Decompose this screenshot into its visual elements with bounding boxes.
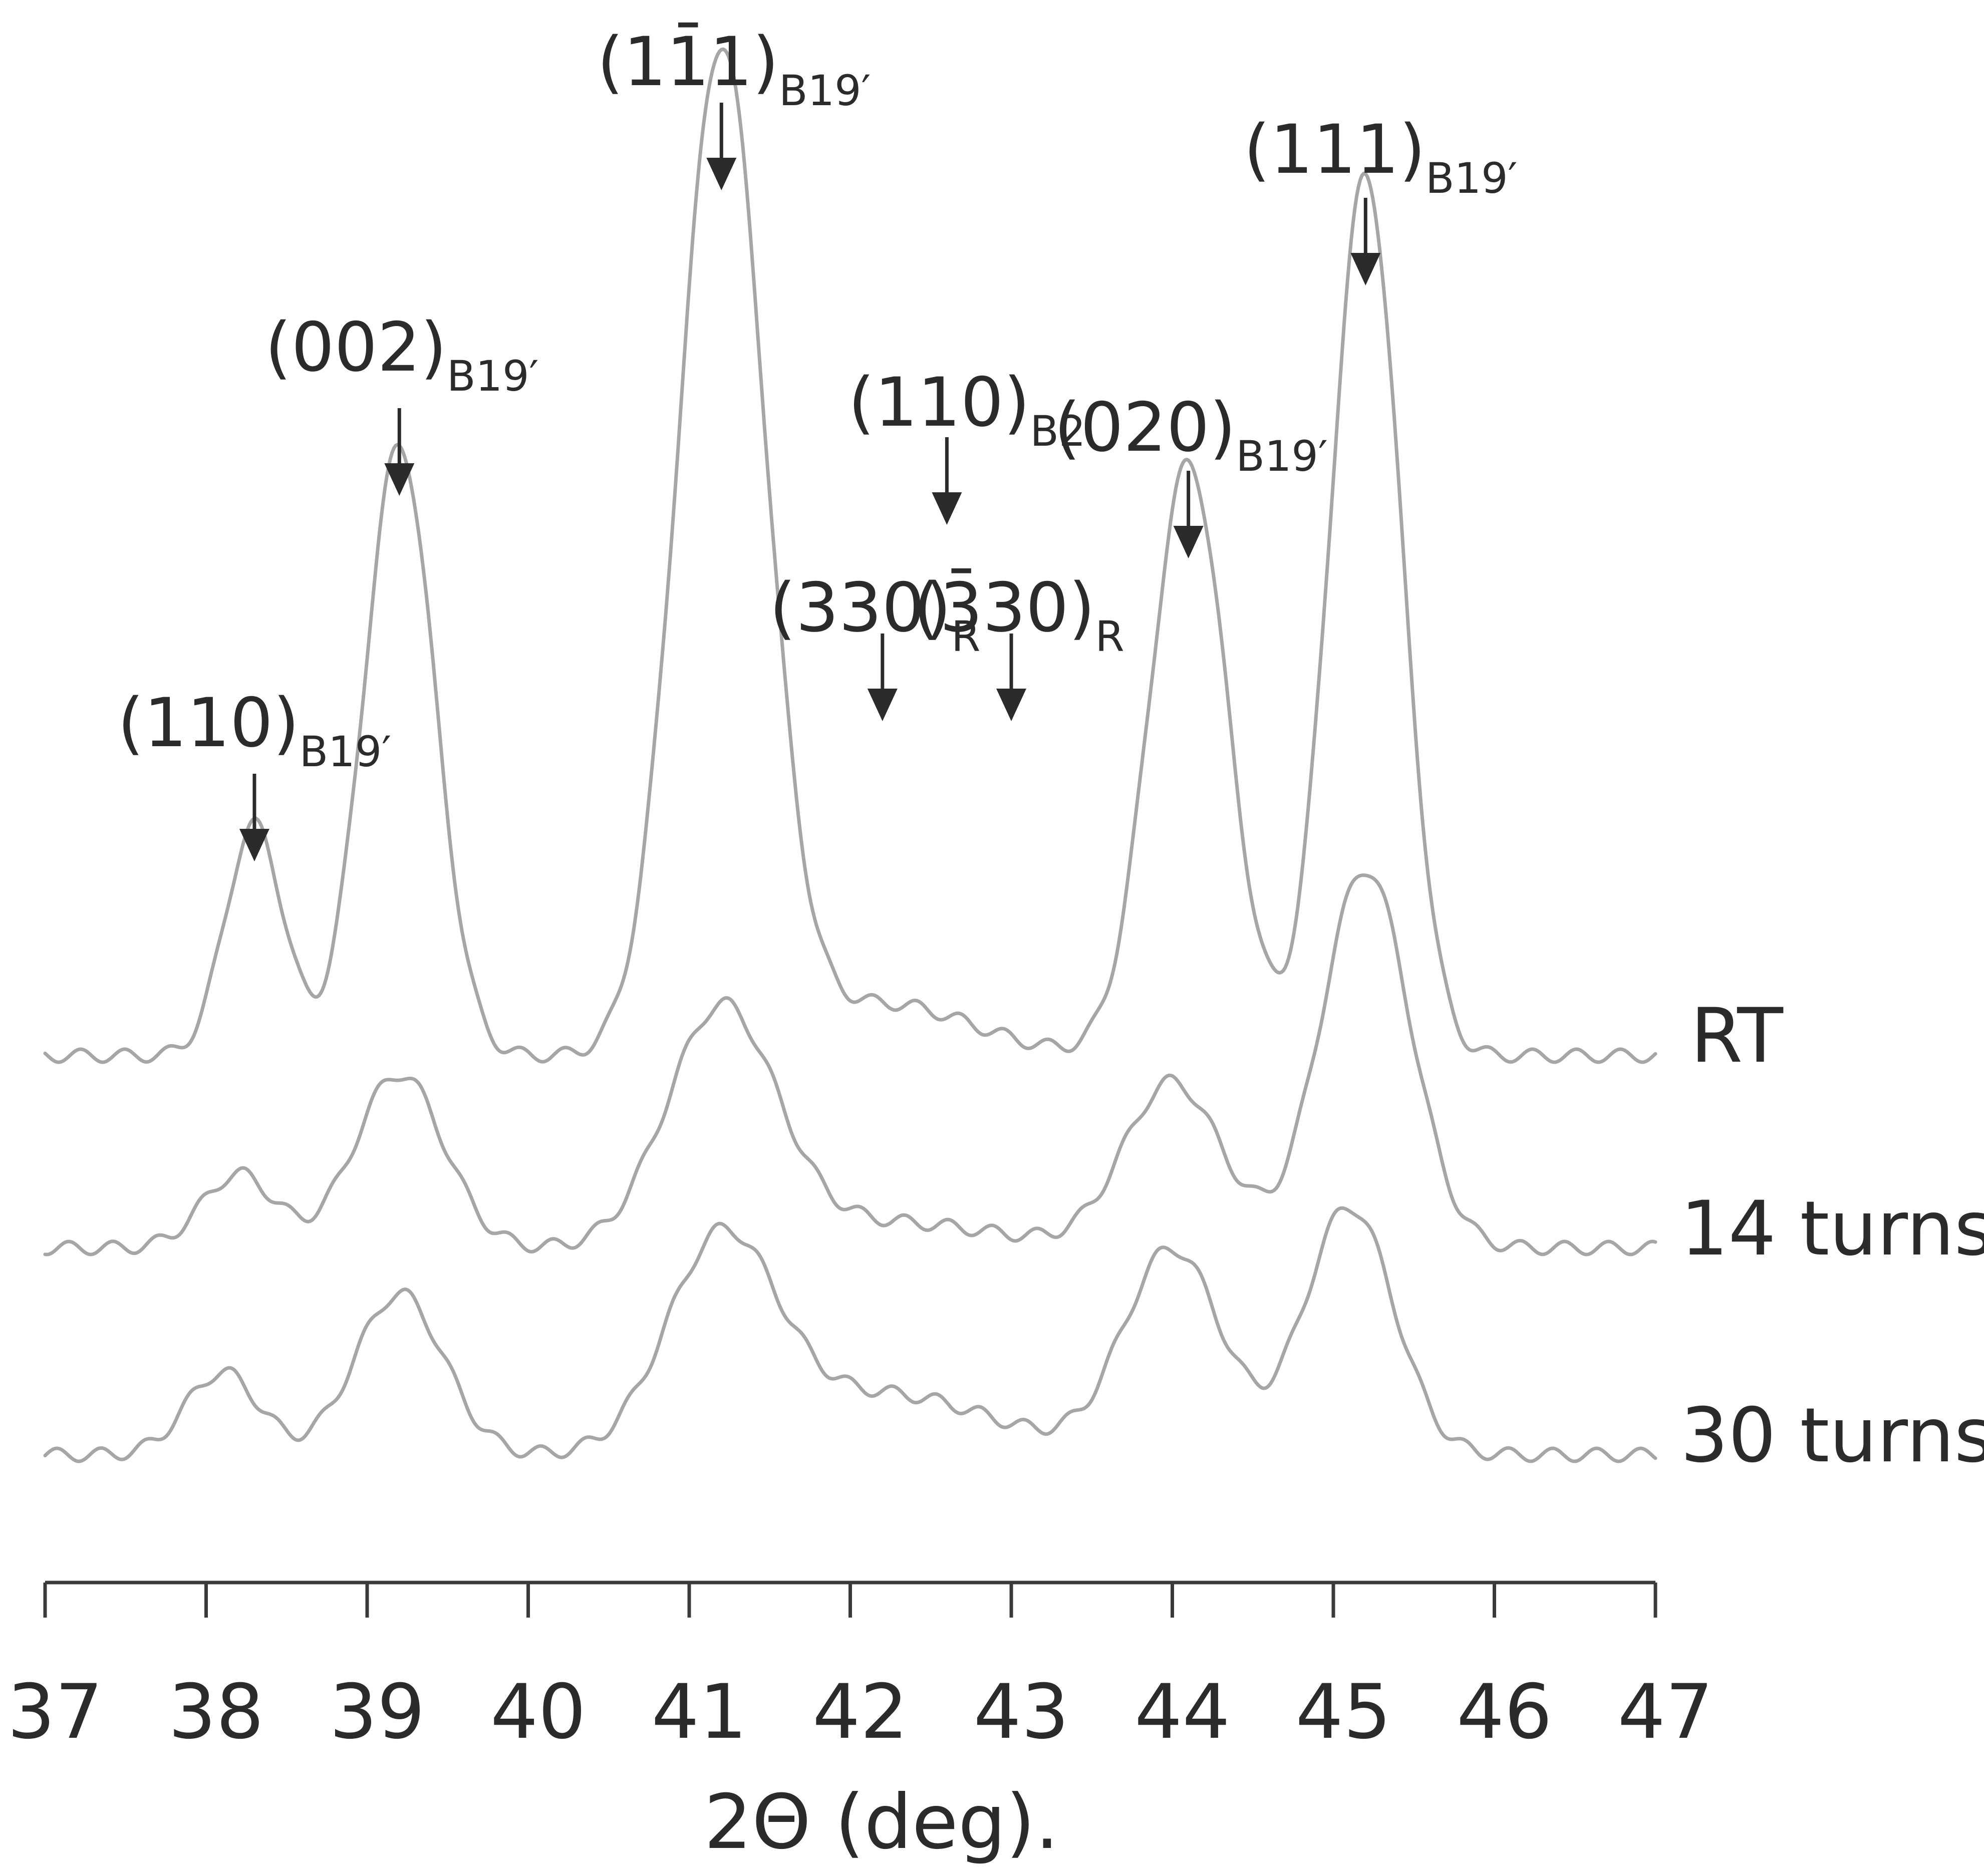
peak-label: (330)R — [769, 568, 980, 661]
peak-arrow-head — [1173, 526, 1204, 558]
peak-label: (3̄30)R — [913, 568, 1124, 661]
x-tick-label: 45 — [1296, 1669, 1391, 1756]
peak-annotations: (110)B19′ (002)B19′ (11̄1)B19′ (110)B2 (330)… — [118, 22, 1518, 861]
series-label: RT — [1690, 993, 1784, 1080]
x-tick-label: 39 — [330, 1669, 425, 1756]
peak-label: (020)B19′ — [1054, 388, 1328, 481]
series-line — [43, 47, 1657, 1064]
curves-group — [43, 47, 1657, 1463]
peak-arrow-head — [384, 463, 415, 496]
x-tick-label: 47 — [1618, 1669, 1714, 1756]
series-line — [43, 873, 1657, 1257]
peak-arrow-head — [996, 689, 1026, 721]
series-label: 30 turns — [1680, 1392, 1984, 1479]
peak-arrow-head — [706, 158, 737, 190]
x-tick-label: 40 — [490, 1669, 586, 1756]
peak-label: (111)B19′ — [1244, 110, 1518, 203]
peak-arrow-head — [867, 689, 898, 721]
x-tick-label: 42 — [812, 1669, 908, 1756]
x-tick-label: 38 — [168, 1669, 264, 1756]
series-label: 14 turns — [1680, 1185, 1984, 1273]
x-tick-label: 37 — [8, 1669, 103, 1756]
x-axis-label: 2Θ (deg). — [704, 1779, 1059, 1866]
series-labels: RT 14 turns 30 turns — [1680, 993, 1984, 1479]
peak-label: (11̄1)B19′ — [597, 22, 871, 115]
peak-arrow-head — [932, 492, 962, 525]
peak-label: (110)B19′ — [118, 684, 392, 776]
peak-arrow-head — [239, 829, 269, 861]
peak-label: (002)B19′ — [265, 308, 539, 401]
x-tick-label: 44 — [1135, 1669, 1230, 1756]
peak-arrow-head — [1350, 253, 1381, 285]
x-tick-label: 46 — [1457, 1669, 1552, 1756]
x-ticks: 37 38 39 40 41 42 43 44 45 46 47 — [8, 1583, 1714, 1756]
peak-label: (110)B2 — [848, 363, 1085, 456]
series-line — [43, 1206, 1657, 1463]
x-tick-label: 41 — [652, 1669, 747, 1756]
x-tick-label: 43 — [974, 1669, 1069, 1756]
